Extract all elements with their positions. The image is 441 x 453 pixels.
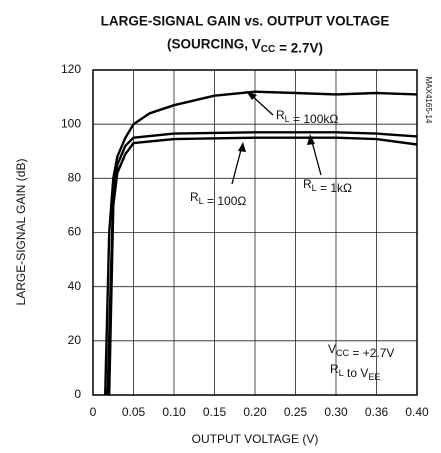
y-tick-label: 20 xyxy=(68,333,82,347)
y-tick-label: 0 xyxy=(74,387,81,401)
series-line xyxy=(104,90,418,396)
annotation: VCC = +2.7V xyxy=(328,342,394,360)
x-tick-label: 0.30 xyxy=(324,405,348,419)
y-tick-label: 120 xyxy=(61,62,81,76)
plot-frame xyxy=(92,69,418,396)
series-line xyxy=(108,136,418,396)
x-tick-label: 0.05 xyxy=(122,405,146,419)
x-tick-label: 0.10 xyxy=(162,405,186,419)
y-tick-label: 60 xyxy=(68,225,82,239)
x-axis-label: OUTPUT VOLTAGE (V) xyxy=(192,432,319,446)
x-tick-label: 0.15 xyxy=(203,405,227,419)
x-tick-label: 0.20 xyxy=(243,405,267,419)
x-tick-label: 0.25 xyxy=(284,405,308,419)
chart-title: LARGE-SIGNAL GAIN vs. OUTPUT VOLTAGE xyxy=(101,14,390,29)
x-tick-label: 0.36 xyxy=(365,405,389,419)
figure-id: MAX4165-14 xyxy=(424,77,433,124)
arrow-head xyxy=(238,142,246,152)
arrow-head xyxy=(307,134,315,145)
x-tick-label: 0.40 xyxy=(405,405,429,419)
y-axis-label: LARGE-SIGNAL GAIN (dB) xyxy=(14,159,28,306)
x-tick-label: 0 xyxy=(90,405,97,419)
chart-subtitle: (SOURCING, VCC = 2.7V) xyxy=(167,37,323,56)
y-tick-label: 100 xyxy=(61,116,81,130)
arrow xyxy=(231,145,243,185)
series-label: RL = 1kΩ xyxy=(303,177,352,195)
series-label: RL = 100Ω xyxy=(190,190,246,208)
series-line xyxy=(106,131,418,396)
y-tick-label: 40 xyxy=(68,279,82,293)
series-label: RL = 100kΩ xyxy=(276,108,338,126)
annotation: RL to VEE xyxy=(330,362,380,382)
y-tick-label: 80 xyxy=(68,171,82,185)
